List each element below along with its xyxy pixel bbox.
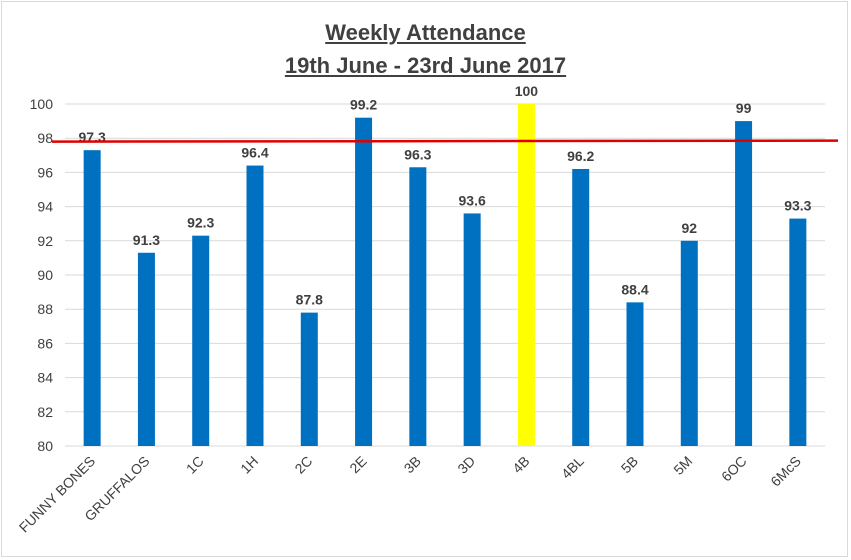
x-tick-label: 5M (670, 453, 695, 478)
bar (246, 165, 264, 446)
chart-title: Weekly Attendance (325, 20, 526, 45)
data-label: 92 (681, 220, 697, 236)
bar (137, 252, 155, 446)
data-label: 87.8 (296, 292, 323, 308)
bar (572, 168, 590, 447)
bar (680, 240, 698, 446)
y-tick-label: 88 (37, 301, 53, 317)
bar (355, 117, 373, 447)
data-label: 96.2 (567, 148, 594, 164)
target-line (51, 139, 839, 143)
x-tick-label: 6OC (718, 453, 750, 485)
x-tick-label: 5B (618, 453, 641, 476)
data-labels: 97.391.392.396.487.899.296.393.610096.28… (79, 83, 812, 308)
bar (626, 302, 644, 446)
y-tick-label: 94 (37, 199, 53, 215)
data-label: 99.2 (350, 97, 377, 113)
y-tick-label: 90 (37, 267, 53, 283)
bar (517, 104, 535, 446)
bar (83, 150, 101, 447)
bar (735, 121, 753, 446)
bar (192, 235, 210, 446)
y-tick-label: 82 (37, 404, 53, 420)
x-tick-label: 4BL (558, 453, 587, 482)
bars (83, 104, 807, 447)
data-label: 100 (515, 83, 539, 99)
data-label: 93.3 (784, 198, 811, 214)
y-tick-label: 86 (37, 335, 53, 351)
y-tick-label: 98 (37, 130, 53, 146)
y-tick-label: 96 (37, 164, 53, 180)
bar (789, 218, 807, 446)
data-label: 96.3 (404, 146, 431, 162)
gridlines (65, 103, 825, 447)
x-tick-label: 1C (183, 453, 207, 477)
x-tick-label: 3D (454, 453, 478, 477)
x-tick-label: 2C (291, 453, 315, 477)
bar (463, 213, 481, 446)
chart-subtitle: 19th June - 23rd June 2017 (284, 53, 567, 78)
data-label: 93.6 (459, 192, 486, 208)
bar (409, 167, 427, 446)
x-tick-label: 2E (346, 453, 369, 476)
x-tick-label: 4B (509, 453, 532, 476)
y-axis-ticks: 80 82 84 86 88 90 92 94 96 98 100 (30, 96, 54, 454)
y-tick-label: 84 (37, 370, 53, 386)
x-tick-label: FUNNY BONES (16, 453, 99, 536)
data-label: 99 (736, 100, 752, 116)
data-label: 91.3 (133, 232, 160, 248)
target-line-group (51, 139, 839, 143)
y-tick-label: 92 (37, 233, 53, 249)
y-tick-label: 80 (37, 438, 53, 454)
x-tick-label: 3B (401, 453, 424, 476)
data-label: 96.4 (241, 145, 268, 161)
x-tick-label: 6McS (767, 453, 804, 490)
x-tick-label: 1H (237, 453, 261, 477)
y-tick-label: 100 (30, 96, 54, 112)
bar (300, 312, 318, 446)
data-label: 92.3 (187, 215, 214, 231)
data-label: 88.4 (621, 281, 648, 297)
